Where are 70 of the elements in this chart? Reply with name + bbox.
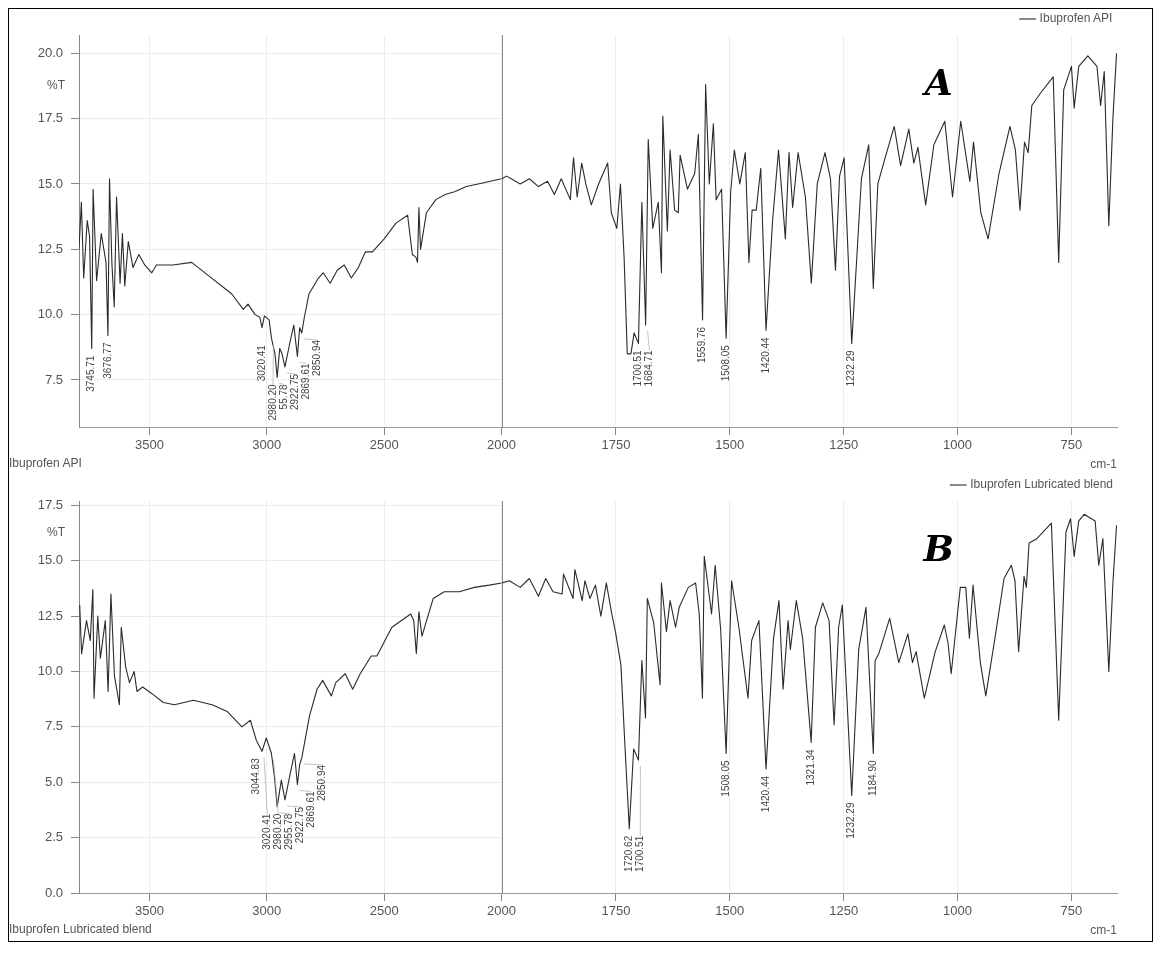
y-tick-label: 15.0 xyxy=(37,175,63,191)
annotation: 1559.76 xyxy=(695,326,707,364)
y-tick-label: 10.0 xyxy=(37,663,63,679)
annotation: 2850.94 xyxy=(310,339,322,377)
x-tick-label: 2000 xyxy=(487,903,516,919)
x-tick-label: 1000 xyxy=(942,437,972,453)
x-tick-label: 1500 xyxy=(714,903,744,919)
annotation: 1508.05 xyxy=(719,760,731,797)
annotation: 1232.29 xyxy=(845,349,857,387)
x-tick-label: 1250 xyxy=(828,903,858,919)
annotation: 1700.51 xyxy=(631,349,643,387)
x-tick-label: 3000 xyxy=(252,437,282,453)
x-tick-label: 1750 xyxy=(600,437,630,453)
y-tick-label: 10.0 xyxy=(37,306,63,322)
annotation: 1720.62 xyxy=(622,835,634,872)
x-tick-label: 2500 xyxy=(369,437,399,453)
x-axis-title: cm-1 xyxy=(1089,923,1117,938)
x-tick-label: 3500 xyxy=(134,903,164,919)
annotation: 3745.71 xyxy=(85,355,97,392)
annotation: B xyxy=(921,527,954,570)
annotation: 3020.41 xyxy=(255,344,267,382)
annotation: 1700.51 xyxy=(633,835,645,872)
annotation: 2980.20 xyxy=(272,813,284,850)
annotation: 3020.41 xyxy=(261,813,273,850)
x-tick-label: 1500 xyxy=(714,437,744,453)
annotation: 55.78 xyxy=(277,383,289,410)
annotation: 3676.77 xyxy=(101,342,113,379)
annotation: 1420.44 xyxy=(759,775,771,813)
annotation: 2850.94 xyxy=(316,764,328,802)
annotation: 2980.20 xyxy=(266,383,278,421)
text: Ibuprofen Lubricated blend xyxy=(9,922,152,937)
text: Ibuprofen API xyxy=(9,456,82,471)
y-axis-title: %T xyxy=(47,525,66,540)
annotation: 1184.90 xyxy=(866,760,878,796)
x-tick-label: 750 xyxy=(1060,903,1082,919)
annotation: 1321.34 xyxy=(804,748,816,786)
y-tick-label: 17.5 xyxy=(37,497,63,513)
annotation: 1232.29 xyxy=(845,802,857,839)
y-tick-label: 15.0 xyxy=(37,552,63,568)
x-tick-label: 1000 xyxy=(942,903,972,919)
legend-label: Ibuprofen Lubricated blend xyxy=(969,477,1113,492)
annotation: 1684.71 xyxy=(642,349,654,387)
annotation: 1420.44 xyxy=(759,336,771,374)
annotation: 2922.75 xyxy=(294,806,306,844)
y-tick-label: 7.5 xyxy=(44,371,63,387)
annotation: 2869.61 xyxy=(299,363,311,400)
x-tick-label: 2500 xyxy=(369,903,399,919)
y-tick-label: 20.0 xyxy=(37,44,63,60)
y-tick-label: 12.5 xyxy=(37,240,63,256)
x-tick-label: 2000 xyxy=(487,437,516,453)
annotation: 1508.05 xyxy=(719,344,731,382)
legend-label: Ibuprofen API xyxy=(1039,11,1112,26)
y-tick-label: 17.5 xyxy=(37,110,63,126)
x-tick-label: 1750 xyxy=(600,903,630,919)
y-axis-title: %T xyxy=(47,78,66,93)
x-tick-label: 3500 xyxy=(134,437,164,453)
y-tick-label: 12.5 xyxy=(37,607,63,623)
annotation: 2955.78 xyxy=(283,813,295,850)
y-tick-label: 5.0 xyxy=(44,773,63,789)
y-tick-label: 0.0 xyxy=(44,884,63,900)
x-tick-label: 1250 xyxy=(828,437,858,453)
annotation: 2869.61 xyxy=(305,791,317,828)
annotation: A xyxy=(921,61,953,104)
x-axis-title: cm-1 xyxy=(1089,457,1117,472)
x-tick-label: 3000 xyxy=(252,903,282,919)
y-tick-label: 7.5 xyxy=(44,718,63,734)
annotation: 2922.75 xyxy=(288,373,300,411)
x-tick-label: 750 xyxy=(1060,437,1082,453)
y-tick-label: 2.5 xyxy=(44,829,63,845)
annotation: 3044.83 xyxy=(250,757,262,795)
